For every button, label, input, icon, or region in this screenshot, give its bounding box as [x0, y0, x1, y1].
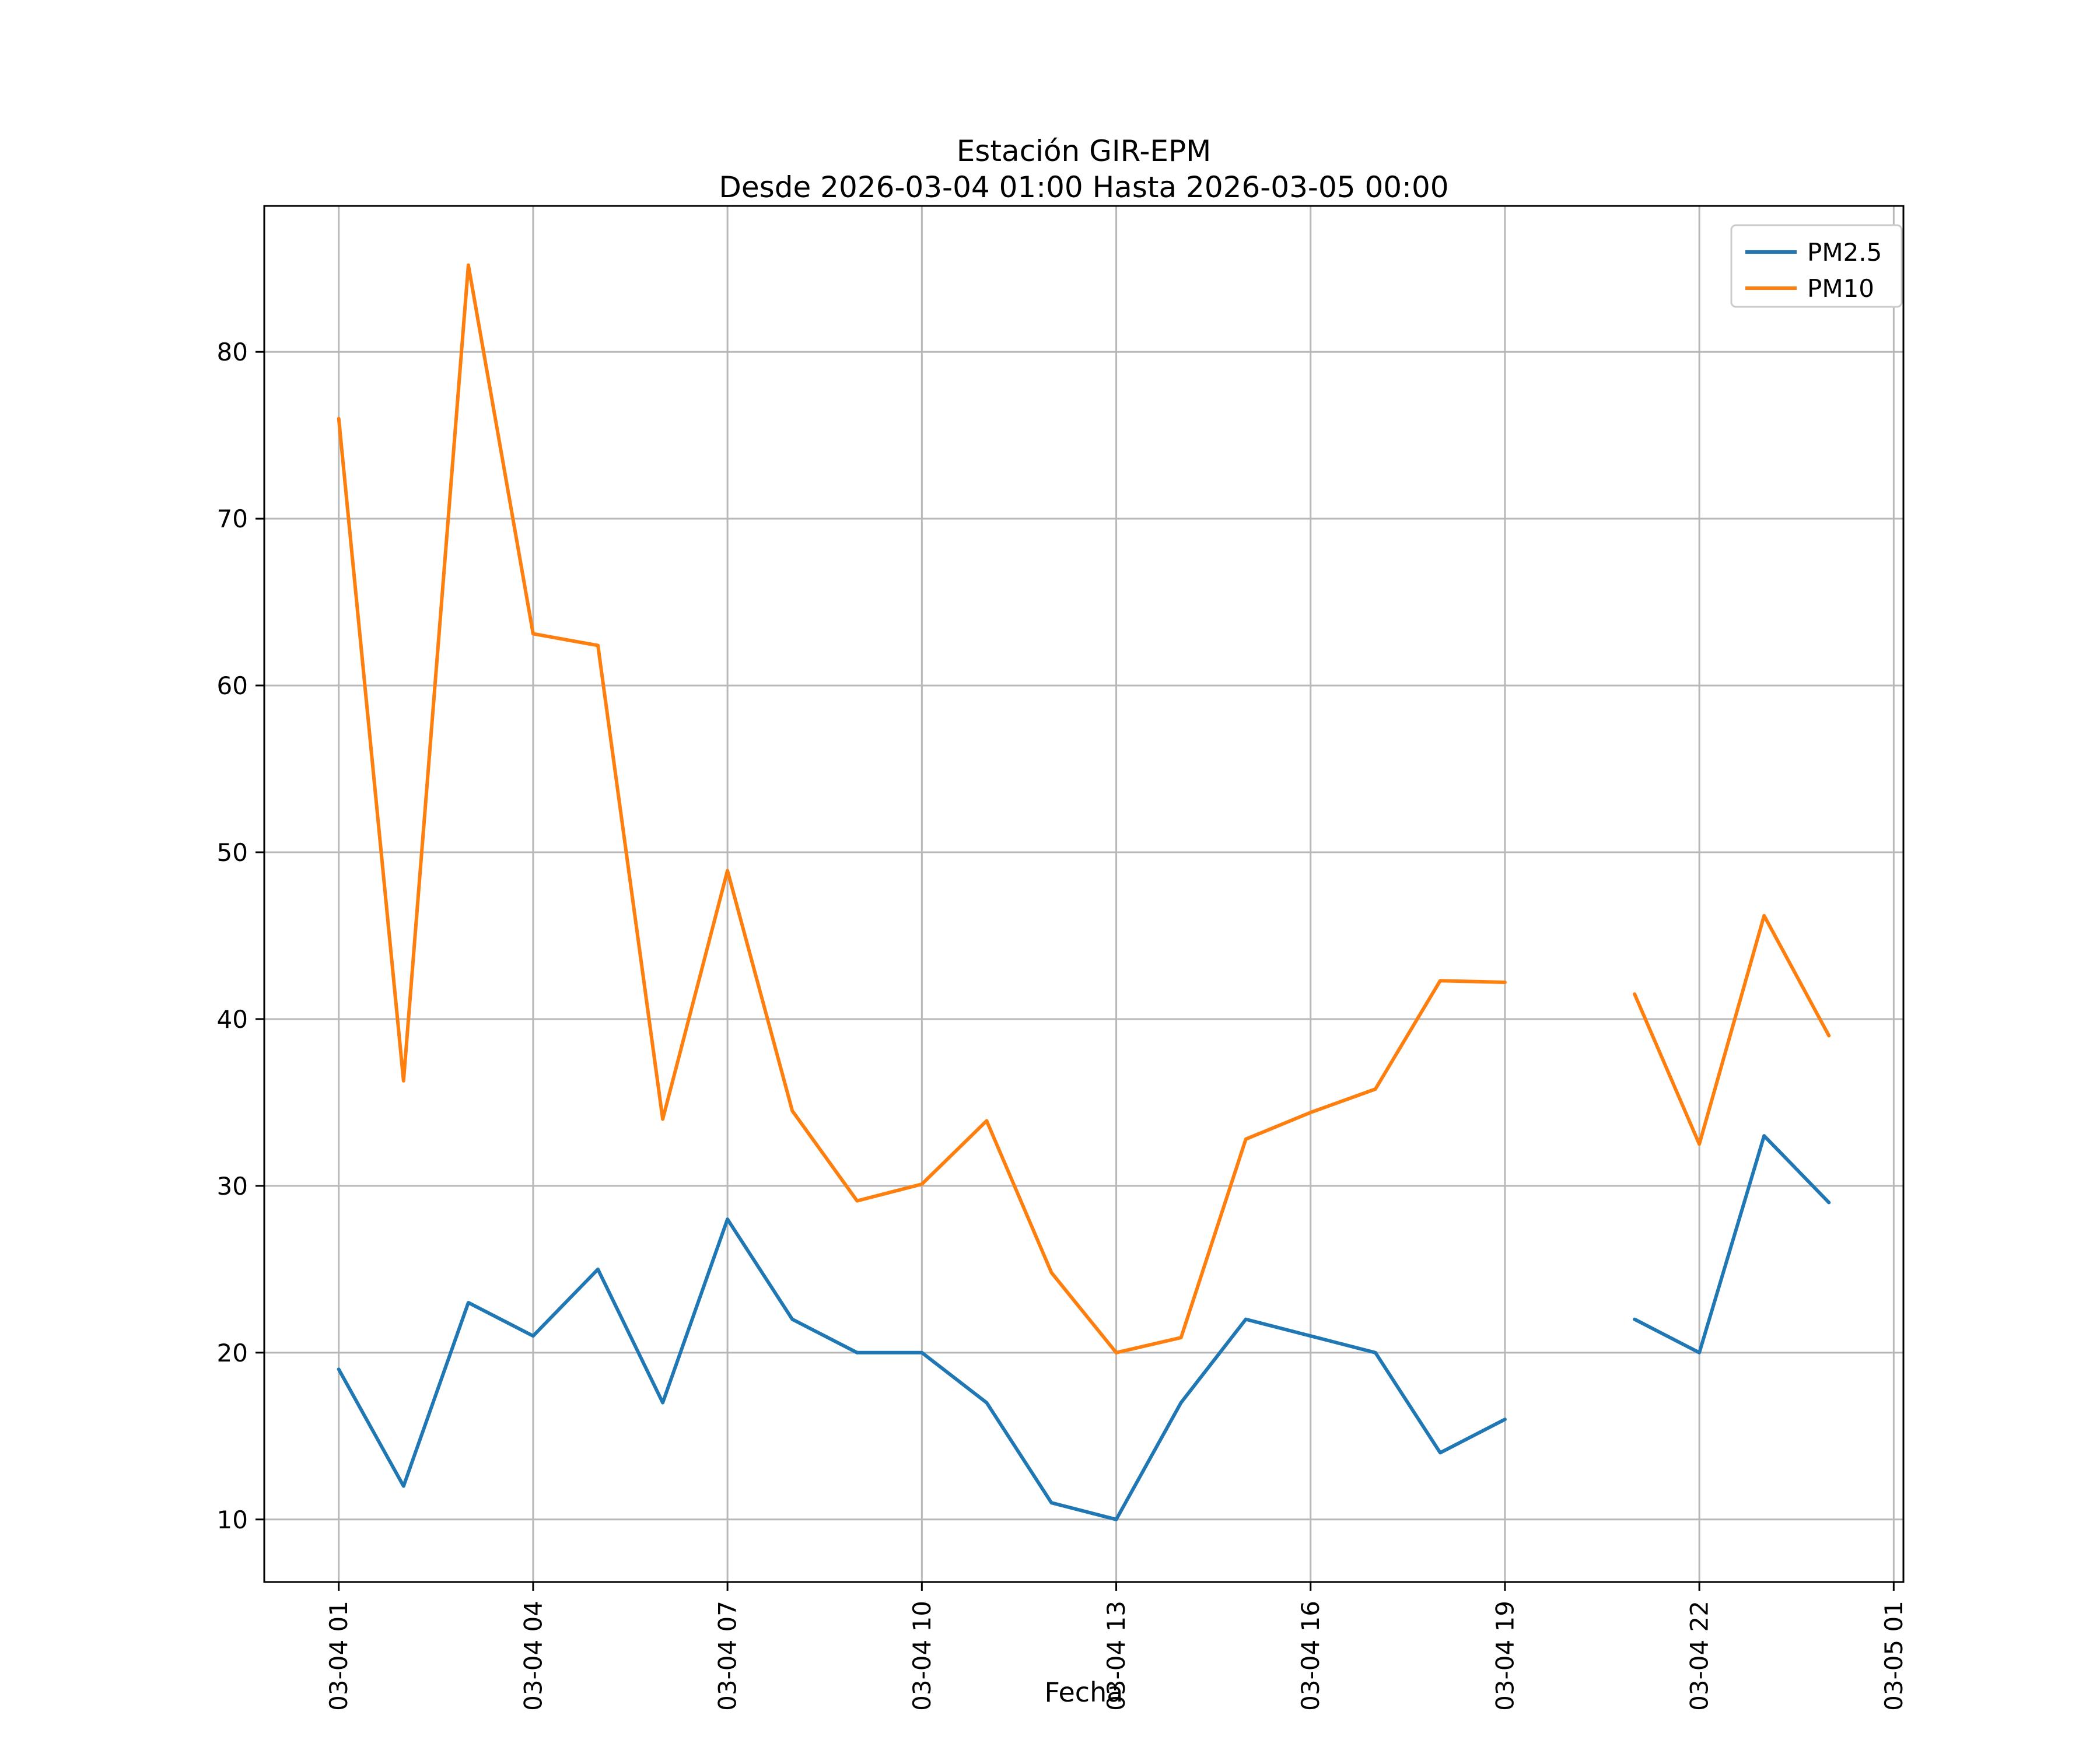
legend: PM2.5 PM10: [1730, 224, 1903, 308]
x-tick-label: 03-04 16: [1296, 1601, 1325, 1711]
series-line-PM10: [337, 263, 1831, 1354]
y-tick-label: 20: [217, 1339, 248, 1367]
axes-frame: [263, 205, 1905, 1583]
legend-label-PM2.5: PM2.5: [1807, 238, 1882, 267]
x-tick-label: 03-04 01: [324, 1601, 353, 1711]
x-tick-label: 03-05 01: [1880, 1601, 1908, 1711]
series-line-PM2.5: [337, 1134, 1831, 1521]
y-tick-label: 10: [217, 1506, 248, 1534]
x-tick-label: 03-04 22: [1685, 1601, 1714, 1711]
x-tick-label: 03-04 10: [908, 1601, 936, 1711]
y-tick-label: 30: [217, 1172, 248, 1200]
chart-title-block: Estación GIR-EPM Desde 2026-03-04 01:00 …: [264, 133, 1903, 205]
y-tick-label: 50: [217, 838, 248, 867]
x-tick-label: 03-04 19: [1490, 1601, 1519, 1711]
chart-subtitle: Desde 2026-03-04 01:00 Hasta 2026-03-05 …: [719, 170, 1449, 204]
y-tick-label: 70: [217, 505, 248, 533]
x-axis-label: Fecha: [1044, 1676, 1124, 1708]
tick-marks: [256, 351, 1895, 1591]
y-tick-label: 80: [217, 338, 248, 366]
y-tick-label: 60: [217, 671, 248, 700]
x-tick-label: 03-04 07: [713, 1601, 742, 1711]
tick-labels: 10 20 30 40 50 60 70 80 03-04 01 03-04 04 03-04 07…: [217, 338, 1908, 1711]
legend-label-PM10: PM10: [1807, 274, 1874, 303]
x-tick-label: 03-04 13: [1102, 1601, 1130, 1711]
chart-title: Estación GIR-EPM: [956, 134, 1212, 168]
x-tick-label: 03-04 04: [519, 1601, 547, 1711]
grid-lines: [264, 206, 1903, 1582]
y-tick-label: 40: [217, 1005, 248, 1034]
